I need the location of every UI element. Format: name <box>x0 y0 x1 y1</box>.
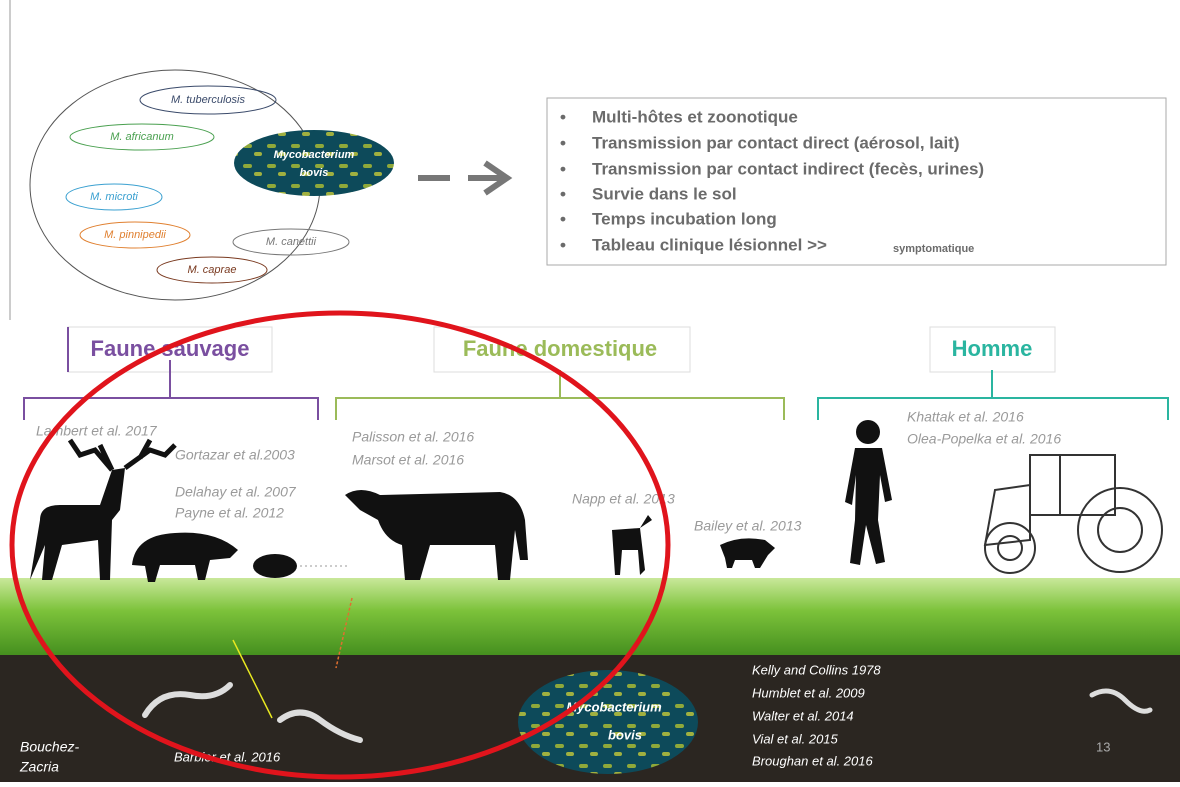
svg-text:•: • <box>560 107 566 126</box>
reference: Marsot et al. 2016 <box>352 452 464 468</box>
group-label: Homme <box>952 336 1033 361</box>
bullet: Survie dans le sol <box>592 184 737 203</box>
bullet: Temps incubation long <box>592 209 777 228</box>
tractor <box>985 455 1162 573</box>
bullet: Multi-hôtes et zoonotique <box>592 107 798 126</box>
svg-text:•: • <box>560 184 566 203</box>
soil-reference: Walter et al. 2014 <box>752 708 854 723</box>
species-label: M. africanum <box>110 131 174 143</box>
bullet-note: symptomatique <box>893 243 974 255</box>
species-label: M. pinnipedii <box>104 229 166 241</box>
author: Zacria <box>19 759 59 775</box>
author: Bouchez- <box>20 739 79 755</box>
bullet: Transmission par contact direct (aérosol… <box>592 133 960 152</box>
soil-pathogen <box>518 670 698 774</box>
reference: Palisson et al. 2016 <box>352 429 474 445</box>
reference: Khattak et al. 2016 <box>907 409 1024 425</box>
soil-reference: Kelly and Collins 1978 <box>752 662 881 677</box>
mbovis-label: Mycobacterium <box>274 149 355 161</box>
mbovis-ellipse <box>234 130 394 196</box>
bullet: Tableau clinique lésionnel >> <box>592 235 827 254</box>
soil-reference: Broughan et al. 2016 <box>752 753 873 768</box>
svg-text:•: • <box>560 159 566 178</box>
species-label: M. caprae <box>188 264 237 276</box>
page-number: 13 <box>1096 739 1110 754</box>
species-label: M. microti <box>90 191 138 203</box>
reference: Gortazar et al.2003 <box>175 447 295 463</box>
reference: Bailey et al. 2013 <box>694 518 802 534</box>
svg-text:•: • <box>560 133 566 152</box>
page: {"species": ["M. tuberculosis", "M. afri… <box>0 0 1180 782</box>
bullet: Transmission par contact indirect (fecès… <box>592 159 984 178</box>
reference: Delahay et al. 2007 <box>175 484 297 500</box>
reference: Olea-Popelka et al. 2016 <box>907 431 1061 447</box>
reference: Payne et al. 2012 <box>175 505 284 521</box>
soil-pathogen-label: bovis <box>608 727 642 742</box>
grass <box>0 578 1180 660</box>
mbovis-label: bovis <box>300 167 329 179</box>
species-label: M. canettii <box>266 236 317 248</box>
svg-text:•: • <box>560 209 566 228</box>
soil-reference: Vial et al. 2015 <box>752 731 839 746</box>
species-label: M. tuberculosis <box>171 94 245 106</box>
soil-reference: Humblet et al. 2009 <box>752 685 865 700</box>
slide: M. tuberculosis M. africanum M. microti … <box>0 0 1180 782</box>
svg-text:•: • <box>560 235 566 254</box>
